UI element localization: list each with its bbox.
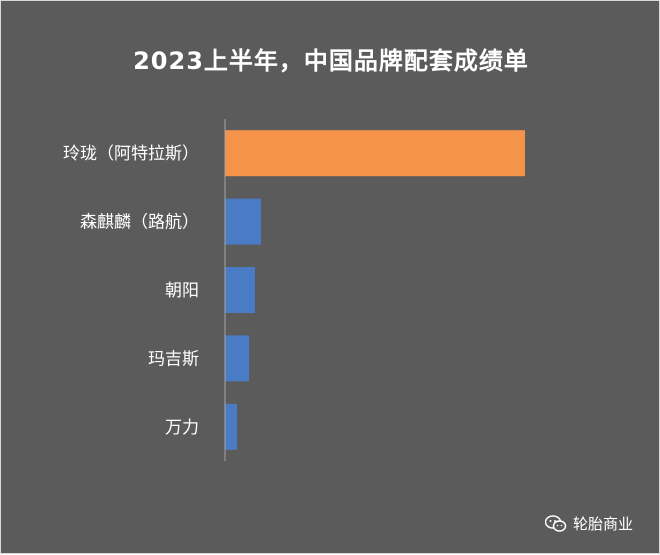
watermark: 轮胎商业 bbox=[545, 513, 633, 534]
category-label-4: 玛吉斯 bbox=[148, 349, 199, 369]
category-label-1: 玲珑（阿特拉斯） bbox=[63, 144, 199, 164]
bar-1 bbox=[225, 130, 525, 177]
watermark-text: 轮胎商业 bbox=[573, 515, 634, 533]
bar-2 bbox=[225, 198, 261, 245]
bar-4 bbox=[225, 335, 249, 382]
category-label-2: 森麒麟（路航） bbox=[80, 213, 199, 233]
bar-5 bbox=[225, 403, 237, 450]
category-label-5: 万力 bbox=[165, 418, 199, 438]
category-label-3: 朝阳 bbox=[165, 281, 199, 301]
chart-title: 2023上半年，中国品牌配套成绩单 bbox=[133, 47, 529, 75]
bar-3 bbox=[225, 267, 255, 313]
wechat-icon bbox=[545, 514, 567, 532]
